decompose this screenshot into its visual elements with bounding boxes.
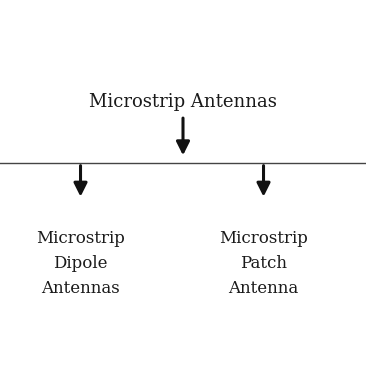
Text: Microstrip Antennas: Microstrip Antennas — [89, 93, 277, 112]
Text: Microstrip
Patch
Antenna: Microstrip Patch Antenna — [219, 230, 308, 297]
Text: Microstrip
Dipole
Antennas: Microstrip Dipole Antennas — [36, 230, 125, 297]
